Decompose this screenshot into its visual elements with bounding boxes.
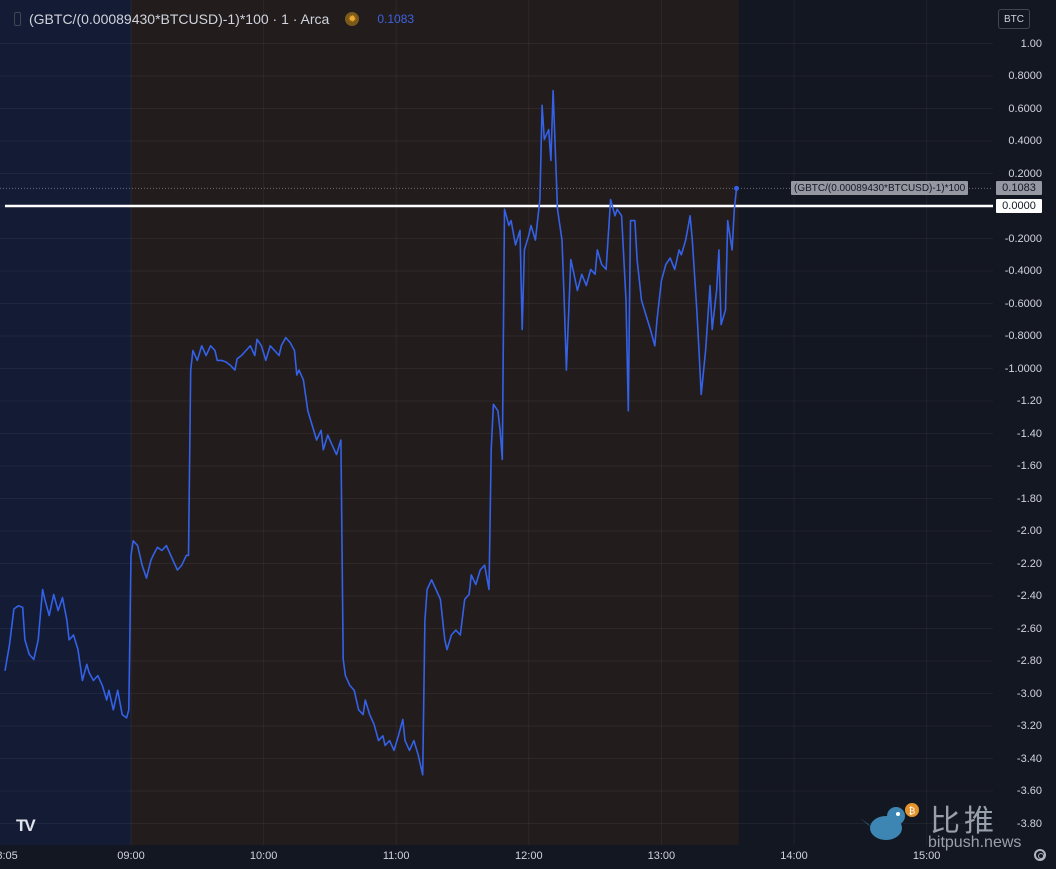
price-tick-label: -1.80 <box>1016 492 1042 505</box>
price-tick-label: -1.40 <box>1016 427 1042 440</box>
time-tick-label: 08:05 <box>0 850 18 862</box>
price-tick-label: -2.80 <box>1016 655 1042 667</box>
chart-plot-area[interactable] <box>0 0 993 845</box>
data-problem-icon[interactable]: ✹ <box>345 12 360 26</box>
watermark-cn: 比推 <box>930 804 998 839</box>
price-tick-label: -1.0000 <box>1004 362 1042 375</box>
price-tick-label: -2.00 <box>1016 525 1042 537</box>
session-bg-post <box>738 0 993 845</box>
price-tick-label: -0.6000 <box>1004 297 1042 310</box>
legend-last-value: 0.1083 <box>377 12 415 26</box>
time-tick-label: 12:00 <box>515 850 543 862</box>
collapse-legend-icon[interactable] <box>14 12 21 26</box>
price-tick-label: -3.00 <box>1016 687 1042 700</box>
zero-line-label: 0.0000 <box>996 199 1042 213</box>
last-data-point <box>734 185 740 191</box>
price-tick-label: -0.8000 <box>1004 330 1042 342</box>
price-tick-label: -0.4000 <box>1004 265 1042 277</box>
price-tick-label: -2.20 <box>1016 557 1042 570</box>
bitpush-watermark: ₿ 比推 bitpush.news <box>860 798 1050 851</box>
price-tick-label: -3.20 <box>1016 720 1042 732</box>
time-tick-label: 11:00 <box>382 850 410 862</box>
tradingview-logo-icon[interactable]: TV <box>16 816 36 835</box>
time-tick-label: 10:00 <box>249 850 278 862</box>
watermark-en: bitpush.news <box>928 834 1022 851</box>
price-tick-label: -1.60 <box>1016 460 1042 472</box>
time-tick-label: 14:00 <box>780 850 808 862</box>
time-axis[interactable]: 08:05 09:00 10:00 11:00 12:00 13:00 14:00 15:00 <box>0 845 1056 869</box>
time-tick-label: 15:00 <box>912 850 941 862</box>
time-tick-label: 13:00 <box>647 850 676 862</box>
price-tick-label: -2.60 <box>1016 622 1042 635</box>
price-tick-label: -1.20 <box>1016 395 1042 407</box>
session-bg-regular <box>131 0 739 845</box>
session-bg-pre-market <box>0 0 131 845</box>
price-tick-label: -3.40 <box>1016 752 1042 765</box>
settings-gear-icon[interactable] <box>1034 849 1046 861</box>
price-tick-label: -3.60 <box>1016 785 1042 797</box>
last-value-label: 0.1083 <box>996 181 1042 195</box>
series-points <box>734 185 740 191</box>
session-backgrounds <box>0 0 993 845</box>
series-line <box>4 89 738 776</box>
price-tick-label: 0.8000 <box>1008 70 1042 82</box>
svg-text:₿: ₿ <box>909 806 916 816</box>
bird-logo-icon: ₿ <box>860 803 919 840</box>
price-tick-label: -0.2000 <box>1004 232 1042 245</box>
price-tick-label: 0.6000 <box>1008 102 1042 115</box>
symbol-title[interactable]: (GBTC/(0.00089430*BTCUSD)-1)*100 · 1 · A… <box>29 11 330 27</box>
price-tick-label: 1.00 <box>1020 37 1042 50</box>
price-tick-label: 0.4000 <box>1008 135 1042 147</box>
series-name-label: (GBTC/(0.00089430*BTCUSD)-1)*100 <box>791 181 969 195</box>
price-tick-label: -3.80 <box>1016 817 1042 830</box>
time-tick-label: 09:00 <box>117 850 145 862</box>
legend-header[interactable]: (GBTC/(0.00089430*BTCUSD)-1)*100 · 1 · A… <box>14 10 414 28</box>
price-axis[interactable]: 1.00 0.8000 0.6000 0.4000 0.2000 -0.2000 -0.40… <box>993 0 1056 845</box>
currency-button[interactable]: BTC <box>998 9 1030 29</box>
price-tick-label: -2.40 <box>1016 590 1042 602</box>
price-tick-label: 0.2000 <box>1008 167 1042 180</box>
